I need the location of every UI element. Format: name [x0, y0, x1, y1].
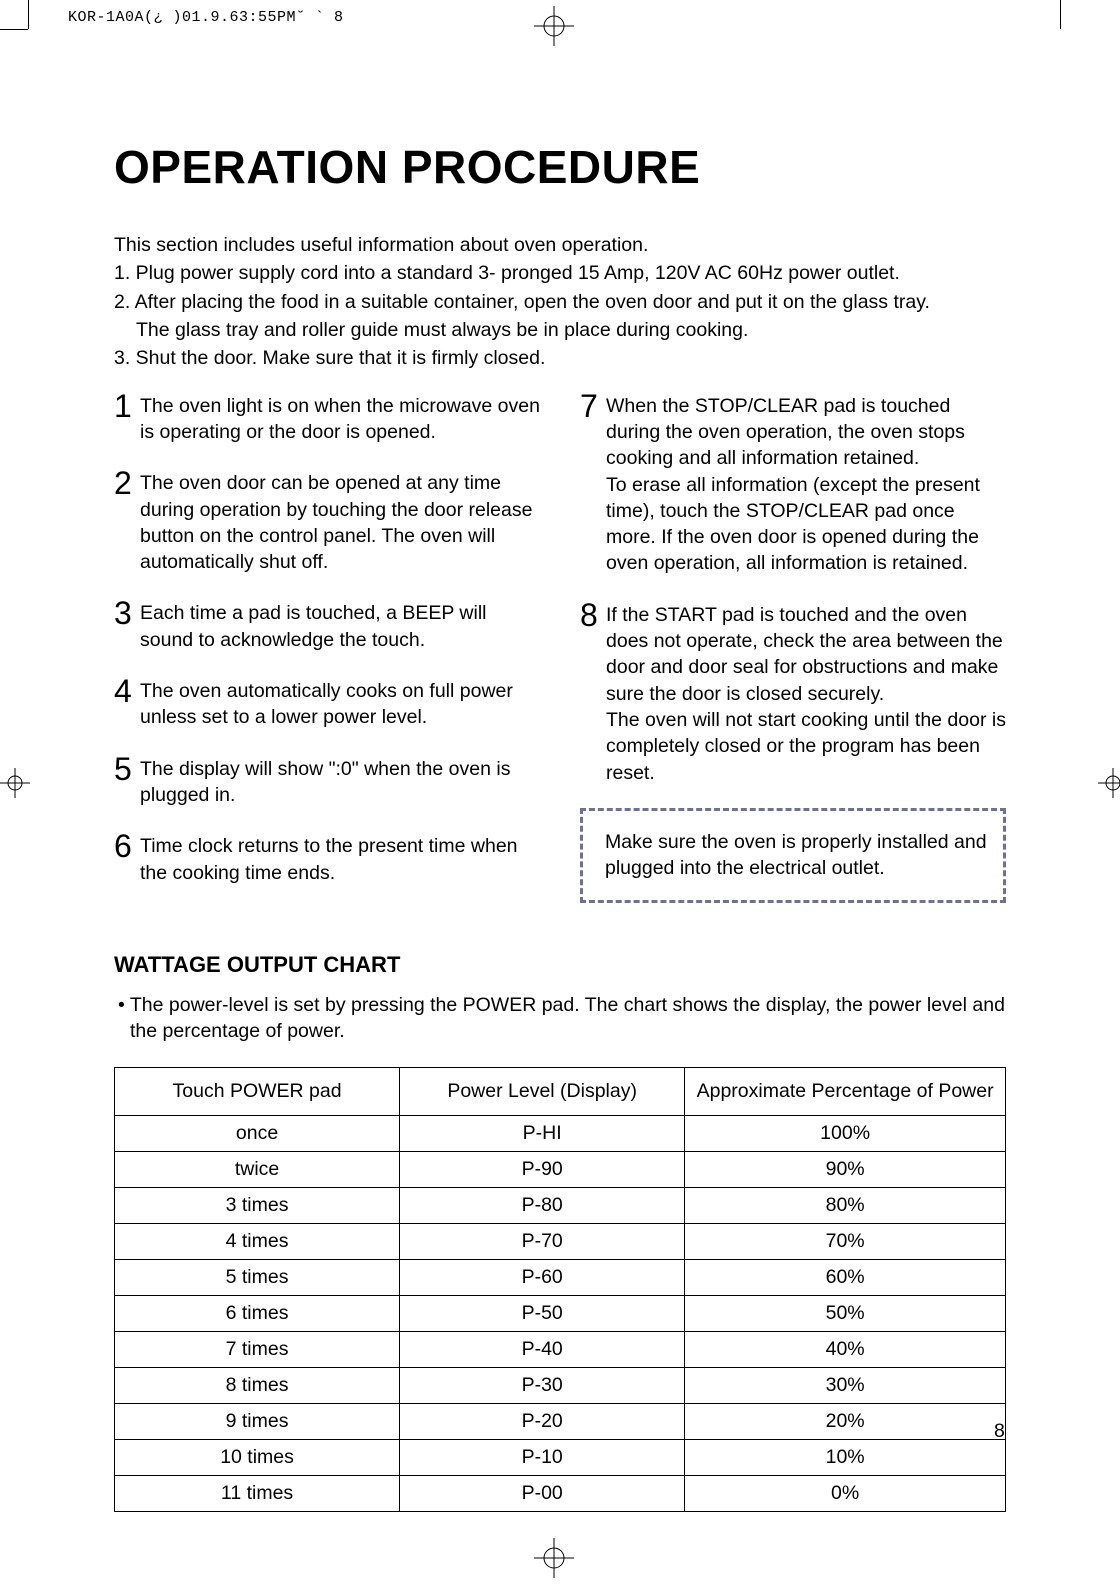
numbered-item: 1The oven light is on when the microwave… [114, 390, 540, 446]
table-row: 8 timesP-3030% [115, 1367, 1006, 1403]
chart-intro: • The power-level is set by pressing the… [114, 992, 1006, 1045]
registration-mark-icon [534, 1538, 574, 1578]
table-row: twiceP-9090% [115, 1151, 1006, 1187]
table-cell: P-30 [400, 1367, 685, 1403]
table-body: onceP-HI100%twiceP-9090%3 timesP-8080%4 … [115, 1115, 1006, 1511]
right-column: 7When the STOP/CLEAR pad is touched duri… [580, 390, 1006, 908]
left-column: 1The oven light is on when the microwave… [114, 390, 540, 908]
item-text: Each time a pad is touched, a BEEP will … [140, 597, 540, 653]
numbered-item: 4The oven automatically cooks on full po… [114, 675, 540, 731]
item-text: The display will show ":0" when the oven… [140, 753, 540, 809]
table-cell: 80% [685, 1187, 1006, 1223]
intro-line: 2. After placing the food in a suitable … [114, 289, 1006, 315]
table-cell: 70% [685, 1223, 1006, 1259]
numbered-item: 5The display will show ":0" when the ove… [114, 753, 540, 809]
table-cell: once [115, 1115, 400, 1151]
numbered-item: 3Each time a pad is touched, a BEEP will… [114, 597, 540, 653]
note-box: Make sure the oven is properly installed… [580, 808, 1006, 903]
table-cell: P-HI [400, 1115, 685, 1151]
item-text: The oven light is on when the microwave … [140, 390, 540, 446]
numbered-item: 7When the STOP/CLEAR pad is touched duri… [580, 390, 1006, 577]
item-number: 7 [580, 390, 606, 422]
table-cell: twice [115, 1151, 400, 1187]
item-number: 1 [114, 390, 140, 422]
table-cell: 0% [685, 1475, 1006, 1511]
table-cell: 4 times [115, 1223, 400, 1259]
table-cell: P-70 [400, 1223, 685, 1259]
table-cell: P-20 [400, 1403, 685, 1439]
two-column-layout: 1The oven light is on when the microwave… [114, 390, 1006, 908]
table-row: 6 timesP-5050% [115, 1295, 1006, 1331]
item-number: 2 [114, 467, 140, 499]
table-cell: P-80 [400, 1187, 685, 1223]
table-row: 3 timesP-8080% [115, 1187, 1006, 1223]
right-items: 7When the STOP/CLEAR pad is touched duri… [580, 390, 1006, 786]
table-cell: P-50 [400, 1295, 685, 1331]
intro-line: This section includes useful information… [114, 232, 1006, 258]
table-cell: 7 times [115, 1331, 400, 1367]
table-cell: P-90 [400, 1151, 685, 1187]
table-row: 7 timesP-4040% [115, 1331, 1006, 1367]
table-row: 4 timesP-7070% [115, 1223, 1006, 1259]
table-header-cell: Approximate Percentage of Power [685, 1067, 1006, 1115]
item-text: The oven door can be opened at any time … [140, 467, 540, 575]
table-cell: 10 times [115, 1439, 400, 1475]
intro-block: This section includes useful information… [114, 232, 1006, 372]
numbered-item: 2The oven door can be opened at any time… [114, 467, 540, 575]
table-cell: 20% [685, 1403, 1006, 1439]
item-number: 8 [580, 599, 606, 631]
table-row: 9 timesP-2020% [115, 1403, 1006, 1439]
table-cell: 90% [685, 1151, 1006, 1187]
item-text: If the START pad is touched and the oven… [606, 599, 1006, 786]
page-title: OPERATION PROCEDURE [114, 140, 1006, 194]
table-cell: P-40 [400, 1331, 685, 1367]
page-number: 8 [994, 1420, 1005, 1443]
item-number: 6 [114, 830, 140, 862]
item-number: 4 [114, 675, 140, 707]
table-cell: 40% [685, 1331, 1006, 1367]
table-cell: P-00 [400, 1475, 685, 1511]
table-cell: 60% [685, 1259, 1006, 1295]
table-cell: 8 times [115, 1367, 400, 1403]
intro-line: The glass tray and roller guide must alw… [114, 317, 1006, 343]
numbered-item: 8If the START pad is touched and the ove… [580, 599, 1006, 786]
table-row: 10 timesP-1010% [115, 1439, 1006, 1475]
crop-mark [1060, 0, 1061, 29]
table-cell: P-60 [400, 1259, 685, 1295]
table-cell: 11 times [115, 1475, 400, 1511]
table-cell: 100% [685, 1115, 1006, 1151]
wattage-table: Touch POWER padPower Level (Display)Appr… [114, 1067, 1006, 1512]
table-row: 5 timesP-6060% [115, 1259, 1006, 1295]
chart-heading: WATTAGE OUTPUT CHART [114, 952, 1006, 978]
table-cell: 30% [685, 1367, 1006, 1403]
item-text: Time clock returns to the present time w… [140, 830, 540, 886]
table-header-cell: Touch POWER pad [115, 1067, 400, 1115]
item-number: 3 [114, 597, 140, 629]
numbered-item: 6Time clock returns to the present time … [114, 830, 540, 886]
table-cell: 5 times [115, 1259, 400, 1295]
table-cell: 9 times [115, 1403, 400, 1439]
table-cell: P-10 [400, 1439, 685, 1475]
table-cell: 50% [685, 1295, 1006, 1331]
table-cell: 3 times [115, 1187, 400, 1223]
item-number: 5 [114, 753, 140, 785]
item-text: When the STOP/CLEAR pad is touched durin… [606, 390, 1006, 577]
table-cell: 6 times [115, 1295, 400, 1331]
registration-mark-icon [0, 768, 30, 798]
item-text: The oven automatically cooks on full pow… [140, 675, 540, 731]
table-header-row: Touch POWER padPower Level (Display)Appr… [115, 1067, 1006, 1115]
table-row: onceP-HI100% [115, 1115, 1006, 1151]
intro-line: 3. Shut the door. Make sure that it is f… [114, 345, 1006, 371]
registration-mark-icon [534, 6, 574, 46]
registration-mark-icon [1098, 768, 1120, 798]
table-row: 11 timesP-000% [115, 1475, 1006, 1511]
crop-mark [0, 29, 28, 30]
doc-header-meta: KOR-1A0A(¿ )01.9.63:55PM˘ ` 8 [68, 9, 344, 26]
crop-mark [28, 0, 29, 29]
intro-line: 1. Plug power supply cord into a standar… [114, 260, 1006, 286]
table-cell: 10% [685, 1439, 1006, 1475]
table-header-cell: Power Level (Display) [400, 1067, 685, 1115]
page-content: OPERATION PROCEDURE This section include… [114, 140, 1006, 1512]
